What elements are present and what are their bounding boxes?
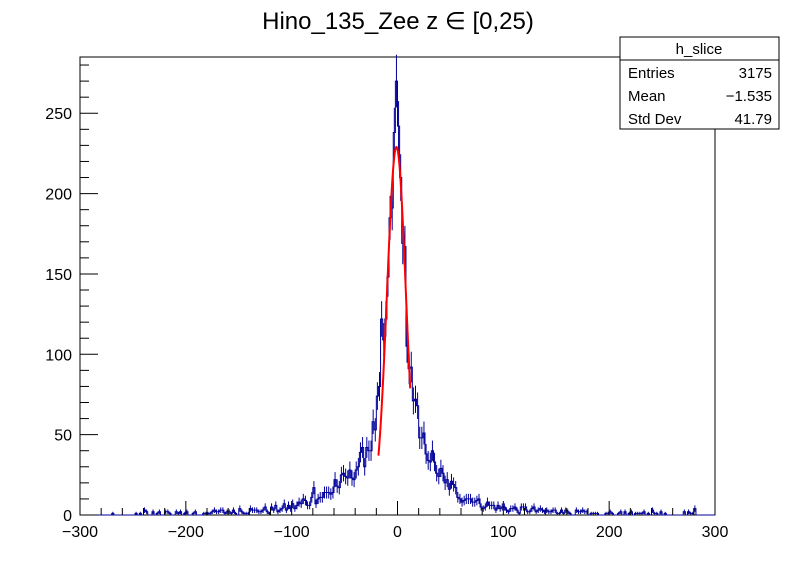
stats-entries-value: 3175 [739, 65, 772, 82]
y-tick-label-0: 0 [63, 508, 72, 525]
x-tick-label-5: 200 [596, 524, 623, 541]
stats-box-border [619, 36, 780, 130]
stats-box: h_slice Entries 3175 Mean −1.535 Std Dev… [619, 36, 780, 130]
x-tick-label-6: 300 [702, 524, 729, 541]
stats-stddev-value: 41.79 [734, 111, 772, 128]
y-tick-label-2: 100 [45, 347, 72, 364]
y-tick-label-3: 150 [45, 267, 72, 284]
chart-title: Hino_135_Zee z ∈ [0,25) [262, 8, 534, 35]
stats-box-title: h_slice [676, 41, 723, 58]
x-tick-label-3: 0 [393, 524, 402, 541]
y-tick-label-5: 250 [45, 106, 72, 123]
gaussian-fit-curve [377, 145, 412, 456]
x-tick-label-4: 100 [490, 524, 517, 541]
stats-stddev-label: Std Dev [628, 111, 682, 128]
x-tick-label-0: −300 [62, 524, 98, 541]
stats-mean-value: −1.535 [726, 88, 772, 105]
axes: −300 −200 −100 0 100 200 300 0 50 100 150 200 250 [45, 64, 729, 541]
y-tick-label-1: 50 [54, 428, 72, 445]
stats-mean-label: Mean [628, 88, 666, 105]
x-tick-label-1: −200 [168, 524, 204, 541]
gaussian-fit [377, 145, 412, 456]
x-tick-label-2: −100 [274, 524, 310, 541]
histogram-step-outline [80, 80, 715, 516]
stats-entries-label: Entries [628, 65, 675, 82]
y-tick-label-4: 200 [45, 187, 72, 204]
